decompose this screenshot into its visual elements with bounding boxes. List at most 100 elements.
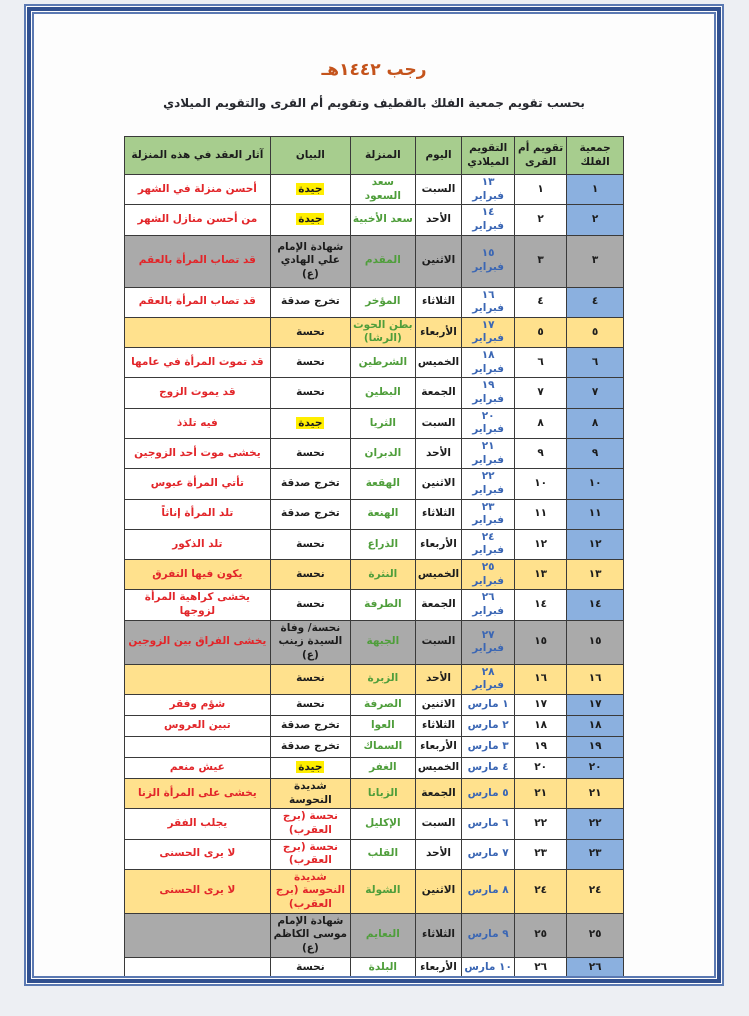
cell-athar: قد تموت المرأة في عامها (123, 347, 271, 379)
cell-lunar-mansion: الشولة (349, 868, 416, 914)
cell-lunar-mansion: الغفر (349, 756, 416, 779)
cell-ummalqura-number: ١ (514, 173, 568, 206)
cell-ummalqura-number: ١٤ (514, 589, 568, 621)
column-header: المنزلة (349, 136, 416, 175)
cell-athar: قد يموت الزوج (123, 377, 271, 409)
cell-weekday: الثلاثاء (414, 498, 463, 530)
cell-bayan: شهادة الإمام موسى الكاظم (ع) (269, 912, 351, 958)
table-row: ٢٠ ٢٠ ٤ مارس الخميس الغفر جيدة عيش منعم (123, 756, 625, 779)
table-body: ١ ١ ١٣ فبراير السبت سعد السعود جيدة أحسن منزلة… (123, 173, 625, 976)
cell-athar: يكون فيها التفرق (123, 559, 271, 591)
cell-athar (123, 663, 271, 695)
cell-athar: تلد الذكور (123, 528, 271, 561)
cell-falak-number: ٨ (566, 407, 625, 439)
cell-falak-number: ٥ (566, 316, 625, 349)
cell-bayan: نحسة (269, 693, 351, 716)
cell-ummalqura-number: ٢٤ (514, 868, 568, 914)
cell-athar: من أحسن منازل الشهر (123, 204, 271, 236)
cell-athar: شؤم وفقر (123, 693, 271, 716)
cell-ummalqura-number: ٤ (514, 286, 568, 318)
cell-ummalqura-number: ٢٥ (514, 912, 568, 958)
cell-falak-number: ٢٦ (566, 956, 625, 976)
cell-athar (123, 956, 271, 976)
cell-gregorian-date: ٢ مارس (461, 714, 516, 737)
table-row: ١٩ ١٩ ٣ مارس الأربعاء السماك تخرج صدقة (123, 735, 625, 758)
page-subtitle: بحسب تقويم جمعية الفلك بالقطيف وتقويم أم… (163, 96, 585, 110)
table-row: ١٣ ١٣ ٢٥ فبراير الخميس النثرة نحسة يكون فيها ا… (123, 559, 625, 591)
cell-lunar-mansion: الزبرة (349, 663, 416, 695)
cell-lunar-mansion: الزبانا (349, 777, 416, 810)
cell-athar: أحسن منزلة في الشهر (123, 173, 271, 206)
cell-lunar-mansion: الهقعة (349, 468, 416, 500)
cell-gregorian-date: ٥ مارس (461, 777, 516, 810)
cell-ummalqura-number: ١١ (514, 498, 568, 530)
calendar-table: جمعية الفلك تقويم أم القرى التقويم الميلاد… (123, 136, 625, 976)
cell-bayan: جيدة (269, 173, 351, 206)
cell-lunar-mansion: الذراع (349, 528, 416, 561)
cell-weekday: الخميس (414, 559, 463, 591)
cell-gregorian-date: ١٩ فبراير (461, 377, 516, 409)
cell-gregorian-date: ١ مارس (461, 693, 516, 716)
cell-ummalqura-number: ١٦ (514, 663, 568, 695)
cell-athar: يخشى موت أحد الزوجين (123, 437, 271, 470)
cell-gregorian-date: ٢٢ فبراير (461, 468, 516, 500)
cell-ummalqura-number: ٦ (514, 347, 568, 379)
cell-bayan: نحسة (برج العقرب) (269, 808, 351, 840)
cell-weekday: الثلاثاء (414, 286, 463, 318)
cell-bayan: نحسة (269, 528, 351, 561)
column-header: تقويم أم القرى (514, 136, 568, 175)
page: رجب ١٤٤٢هـ بحسب تقويم جمعية الفلك بالقطي… (32, 12, 716, 978)
cell-gregorian-date: ٢٣ فبراير (461, 498, 516, 530)
cell-gregorian-date: ٢٤ فبراير (461, 528, 516, 561)
cell-ummalqura-number: ٢٦ (514, 956, 568, 976)
cell-falak-number: ٢٢ (566, 808, 625, 840)
cell-lunar-mansion: الطرفة (349, 589, 416, 621)
table-row: ٢ ٢ ١٤ فبراير الأحد سعد الأخبية جيدة من أحسن م… (123, 204, 625, 236)
cell-falak-number: ٤ (566, 286, 625, 318)
cell-ummalqura-number: ٢١ (514, 777, 568, 810)
cell-ummalqura-number: ١٠ (514, 468, 568, 500)
cell-bayan: نحسة (269, 589, 351, 621)
cell-lunar-mansion: الجبهة (349, 619, 416, 665)
cell-gregorian-date: ٧ مارس (461, 838, 516, 870)
cell-lunar-mansion: سعد السعود (349, 173, 416, 206)
cell-ummalqura-number: ١٢ (514, 528, 568, 561)
cell-falak-number: ١٣ (566, 559, 625, 591)
cell-weekday: الخميس (414, 756, 463, 779)
cell-ummalqura-number: ١٥ (514, 619, 568, 665)
cell-weekday: الثلاثاء (414, 912, 463, 958)
table-row: ١ ١ ١٣ فبراير السبت سعد السعود جيدة أحسن منزلة… (123, 173, 625, 206)
cell-falak-number: ١٩ (566, 735, 625, 758)
cell-athar: تأتي المرأة عبوس (123, 468, 271, 500)
table-row: ٤ ٤ ١٦ فبراير الثلاثاء المؤخر تخرج صدقة قد تصا… (123, 286, 625, 318)
cell-bayan: تخرج صدقة (269, 468, 351, 500)
cell-weekday: السبت (414, 407, 463, 439)
cell-lunar-mansion: القلب (349, 838, 416, 870)
table-row: ٢٣ ٢٣ ٧ مارس الأحد القلب نحسة (برج العقرب) لا … (123, 838, 625, 870)
cell-bayan: تخرج صدقة (269, 714, 351, 737)
cell-gregorian-date: ١٣ فبراير (461, 173, 516, 206)
cell-falak-number: ٧ (566, 377, 625, 409)
cell-gregorian-date: ٤ مارس (461, 756, 516, 779)
table-row: ٢٢ ٢٢ ٦ مارس السبت الإكليل نحسة (برج العقرب) ي… (123, 808, 625, 840)
cell-gregorian-date: ٢٨ فبراير (461, 663, 516, 695)
cell-falak-number: ١٢ (566, 528, 625, 561)
column-header: جمعية الفلك (566, 136, 625, 175)
cell-weekday: الأربعاء (414, 316, 463, 349)
cell-falak-number: ١٧ (566, 693, 625, 716)
cell-weekday: الأحد (414, 838, 463, 870)
cell-gregorian-date: ٢٦ فبراير (461, 589, 516, 621)
table-row: ١٥ ١٥ ٢٧ فبراير السبت الجبهة نحسة/ وفاة السيد… (123, 619, 625, 665)
cell-athar: فيه تلذذ (123, 407, 271, 439)
cell-athar: يخشى على المرأة الزنا (123, 777, 271, 810)
cell-bayan: جيدة (269, 204, 351, 236)
cell-gregorian-date: ١٠ مارس (461, 956, 516, 976)
header-row: جمعية الفلك تقويم أم القرى التقويم الميلاد… (123, 136, 625, 175)
cell-weekday: الجمعة (414, 589, 463, 621)
cell-weekday: السبت (414, 619, 463, 665)
cell-weekday: الأربعاء (414, 956, 463, 976)
cell-athar: عيش منعم (123, 756, 271, 779)
table-row: ٩ ٩ ٢١ فبراير الأحد الدبران نحسة يخشى موت أحد … (123, 437, 625, 470)
column-header: البيان (269, 136, 351, 175)
cell-bayan: نحسة (269, 559, 351, 591)
